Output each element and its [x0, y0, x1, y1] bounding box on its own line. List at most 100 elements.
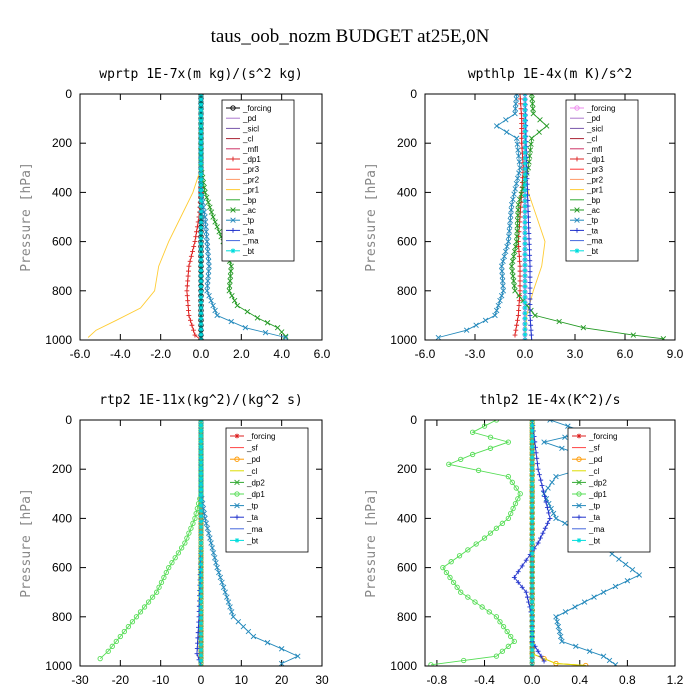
- series-marker: [527, 147, 534, 153]
- series-marker: [499, 520, 506, 526]
- legend-label: _forcing: [246, 432, 275, 441]
- series-marker: [198, 604, 204, 610]
- series-marker: [528, 327, 534, 333]
- series-marker: [282, 333, 289, 340]
- series-marker: [210, 214, 216, 220]
- series-marker: [450, 579, 457, 586]
- legend-marker: [576, 491, 582, 497]
- series-marker: [515, 579, 521, 585]
- series-marker: [545, 520, 551, 526]
- series-marker: [522, 118, 528, 124]
- series-marker: [529, 642, 535, 648]
- series-marker: [198, 257, 204, 263]
- series-marker: [214, 564, 220, 571]
- x-tick-label: 0.0: [193, 347, 210, 361]
- series-marker: [125, 623, 132, 630]
- series-marker: [510, 505, 516, 512]
- series-marker: [522, 171, 528, 177]
- legend-marker: [234, 433, 240, 439]
- series-marker: [264, 639, 271, 646]
- series-marker: [198, 497, 204, 503]
- series-marker: [198, 524, 204, 530]
- series-marker: [522, 326, 528, 332]
- legend-label: _bp: [242, 196, 257, 205]
- series-marker: [535, 540, 541, 546]
- x-tick-label: 3.0: [567, 347, 584, 361]
- series-marker: [198, 567, 204, 573]
- series-marker: [505, 439, 511, 445]
- y-tick-label: 1000: [45, 659, 72, 673]
- series-marker: [185, 303, 191, 308]
- legend-label: _pr2: [586, 175, 604, 184]
- figure-title: taus_oob_nozm BUDGET at25E,0N: [211, 26, 490, 47]
- series-marker: [522, 225, 528, 231]
- plot-frame: [424, 93, 676, 341]
- series-marker: [505, 238, 512, 245]
- legend-label: _tp: [246, 502, 259, 511]
- legend: _forcing_pd_sicl_cl_mfl_dp1_pr3_pr2_pr1_…: [221, 99, 295, 262]
- legend-label: _bt: [246, 536, 259, 545]
- series-marker: [204, 238, 210, 245]
- series-marker: [542, 494, 548, 499]
- series-group: [97, 420, 301, 666]
- series-marker: [559, 445, 565, 452]
- series-marker: [198, 294, 204, 300]
- series-marker: [198, 321, 204, 327]
- series-group: [428, 420, 643, 666]
- series-marker: [184, 535, 190, 541]
- series-marker: [528, 141, 534, 147]
- series-marker: [205, 258, 212, 264]
- series-marker: [529, 631, 535, 637]
- series-marker: [556, 318, 562, 325]
- series-marker: [505, 473, 511, 480]
- series-marker: [500, 623, 507, 630]
- y-tick-label: 200: [397, 462, 417, 476]
- series-marker: [515, 496, 521, 502]
- series-marker: [493, 614, 500, 620]
- series-marker: [522, 284, 528, 289]
- series-marker: [194, 651, 200, 657]
- x-tick-label: -3.0: [465, 347, 486, 361]
- series-marker: [543, 499, 549, 505]
- series-marker: [540, 530, 546, 536]
- series-marker: [528, 307, 534, 314]
- series-marker: [523, 589, 529, 595]
- series-marker: [517, 263, 523, 269]
- series-marker: [214, 224, 220, 230]
- series-marker: [208, 297, 214, 304]
- legend-label: _sf: [246, 444, 258, 453]
- series-marker: [487, 445, 494, 451]
- legend-marker: [574, 228, 580, 233]
- series-marker: [198, 134, 204, 140]
- legend-label: _pr1: [242, 186, 260, 195]
- x-tick-label: 4.0: [273, 347, 290, 361]
- series-marker: [527, 302, 533, 307]
- series-marker: [522, 198, 528, 204]
- panel-title: wprtp 1E-7x(m kg)/(s^2 kg): [99, 67, 303, 82]
- series-marker: [522, 187, 528, 193]
- series-marker: [511, 575, 517, 580]
- series-marker: [446, 461, 452, 467]
- legend-marker: [234, 456, 240, 462]
- series-marker: [616, 556, 622, 562]
- series-marker: [204, 525, 211, 531]
- series-marker: [515, 212, 521, 218]
- series-marker: [548, 505, 554, 512]
- y-tick-label: 1000: [390, 333, 417, 347]
- series-marker: [202, 219, 209, 225]
- series-marker: [198, 198, 204, 204]
- series-marker: [198, 492, 204, 498]
- y-tick-label: 600: [52, 561, 72, 575]
- legend-label: _pr3: [586, 165, 604, 174]
- series-marker: [185, 273, 191, 279]
- legend-label: _ma: [588, 525, 605, 534]
- series-marker: [517, 258, 523, 264]
- series-marker: [522, 139, 528, 145]
- series-marker: [509, 268, 516, 274]
- series-marker: [516, 170, 522, 176]
- series-marker: [499, 278, 506, 284]
- series-marker: [529, 444, 535, 450]
- series-marker: [469, 429, 476, 435]
- series-marker: [198, 583, 204, 589]
- series-marker: [205, 268, 212, 274]
